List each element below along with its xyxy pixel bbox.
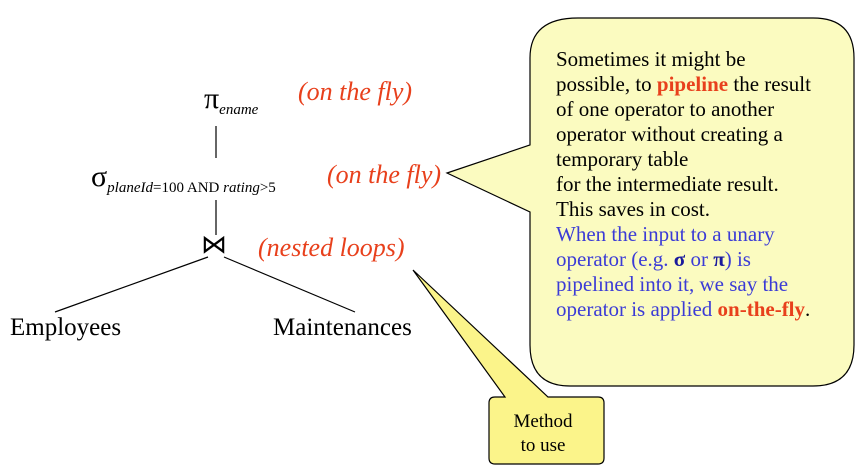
callout-blue-2-post: ) is	[724, 247, 751, 271]
selection-subscript-planeid: planeId	[107, 180, 153, 196]
sigma-symbol: σ	[673, 247, 686, 271]
edge-join-left	[54, 256, 209, 313]
callout-blue-2-pre: operator (e.g.	[556, 247, 674, 271]
selection-subscript-gt: >5	[259, 180, 276, 196]
callout-bubble	[445, 17, 855, 387]
method-note-text: Method to use	[488, 410, 598, 458]
projection-node: πename	[204, 82, 258, 119]
callout-line-2: possible, to pipeline the result	[556, 72, 851, 97]
callout-line-2-pre: possible, to	[556, 72, 657, 96]
selection-node: σplaneId=100 AND rating>5	[91, 160, 276, 197]
edge-join-right	[223, 256, 356, 313]
join-annotation: (nested loops)	[258, 233, 405, 262]
callout-blue-1: When the input to a unary	[556, 222, 775, 246]
pi-symbol: π	[713, 247, 725, 271]
callout-blue-4-pre: operator is applied	[556, 297, 718, 321]
projection-symbol: π	[204, 82, 220, 115]
callout-line-2-post: the result	[728, 72, 811, 96]
callout-blue-2: operator (e.g. σ or π) is	[556, 247, 851, 272]
callout-line-4: operator without creating a	[556, 122, 783, 146]
callout-line-3: of one operator to another	[556, 97, 775, 121]
selection-subscript-eq: =100 AND	[153, 180, 224, 196]
callout-text: Sometimes it might be possible, to pipel…	[556, 47, 851, 322]
projection-subscript: ename	[219, 102, 259, 118]
callout-line-7: This saves in cost.	[556, 197, 710, 221]
method-note-line-1: Method	[513, 411, 573, 432]
callout-line-6: for the intermediate result.	[556, 172, 779, 196]
right-leaf-maintenances: Maintenances	[273, 314, 412, 341]
method-note-box	[412, 269, 605, 465]
pipeline-keyword: pipeline	[656, 72, 729, 96]
callout-blue-4: operator is applied on-the-fly.	[556, 297, 851, 322]
callout-blue-2-mid: or	[685, 247, 714, 271]
callout-blue-3: pipelined into it, we say the	[556, 272, 789, 296]
on-the-fly-keyword: on-the-fly	[717, 297, 806, 321]
selection-subscript-rating: rating	[223, 180, 260, 196]
callout-blue-4-post: .	[805, 297, 811, 321]
callout-line-1: Sometimes it might be	[556, 47, 746, 71]
selection-symbol: σ	[91, 160, 108, 193]
callout-line-5: temporary table	[556, 147, 689, 171]
join-symbol: ⋈	[201, 230, 227, 259]
method-note-line-2: to use	[520, 435, 566, 456]
left-leaf-employees: Employees	[10, 314, 122, 341]
selection-annotation: (on the fly)	[327, 160, 442, 189]
projection-annotation: (on the fly)	[298, 77, 413, 106]
